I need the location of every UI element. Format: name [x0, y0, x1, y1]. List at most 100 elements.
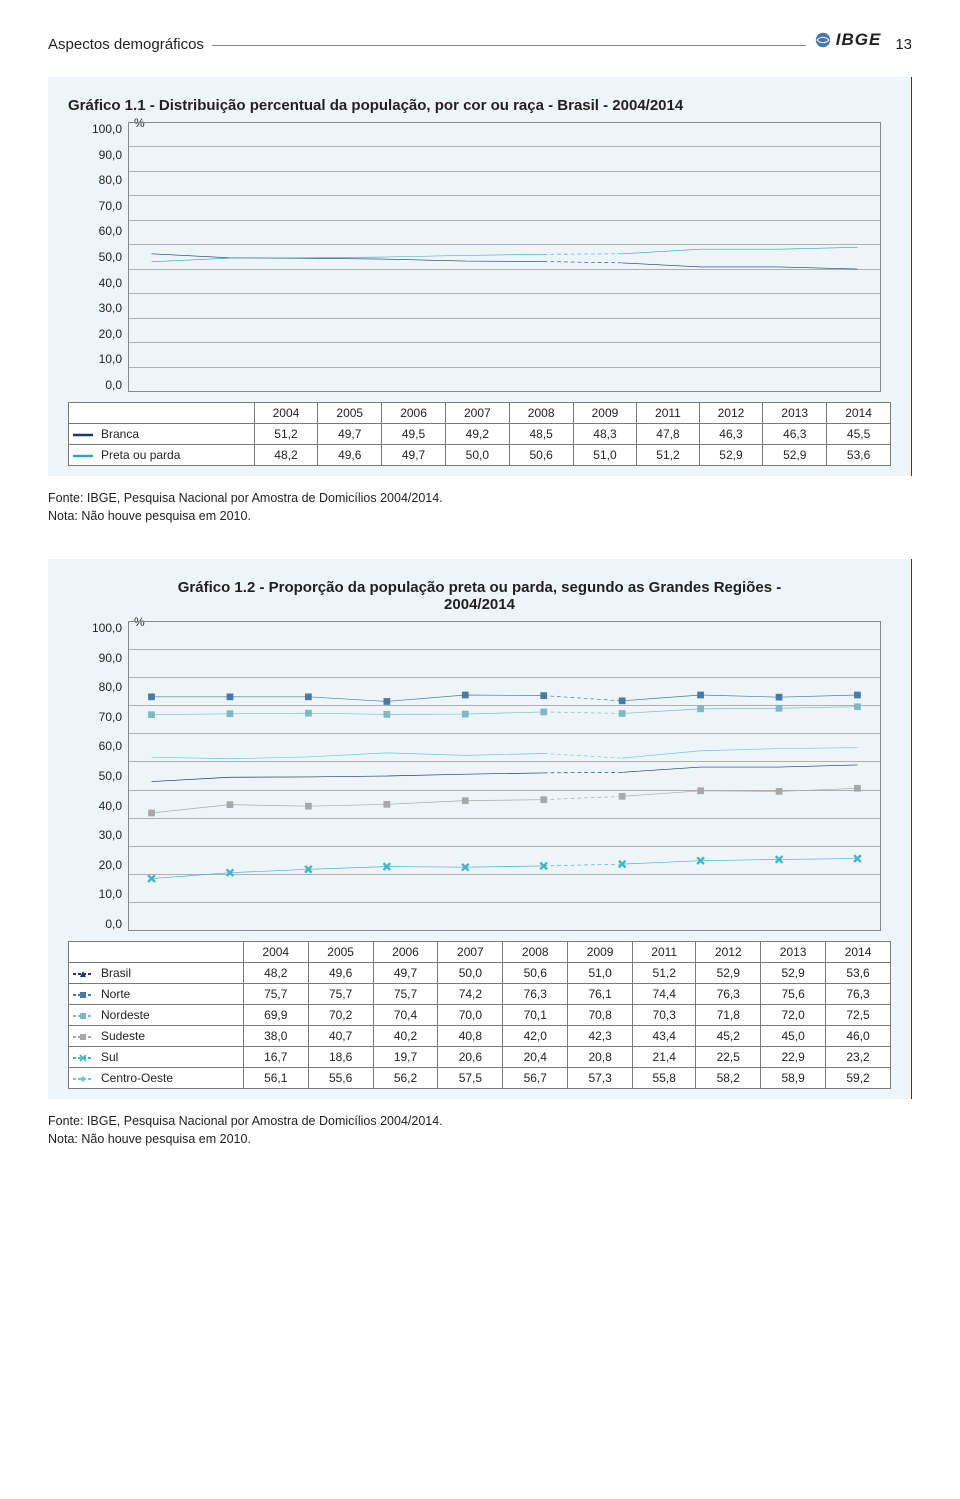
- year-header: 2011: [633, 942, 696, 963]
- y-tick-label: 60,0: [80, 739, 122, 753]
- y-tick-label: 80,0: [80, 680, 122, 694]
- table-cell: 49,6: [318, 445, 382, 466]
- year-header: 2011: [637, 403, 699, 424]
- y-tick-label: 10,0: [80, 887, 122, 901]
- chart2-table: 2004200520062007200820092011201220132014…: [68, 941, 891, 1089]
- table-cell: 75,6: [761, 984, 826, 1005]
- table-cell: 53,6: [826, 963, 891, 984]
- y-tick-label: 60,0: [80, 224, 122, 238]
- year-header: 2008: [509, 403, 573, 424]
- table-cell: 23,2: [826, 1047, 891, 1068]
- table-row: Branca51,249,749,549,248,548,347,846,346…: [69, 424, 891, 445]
- year-header: 2013: [761, 942, 826, 963]
- year-header: 2014: [826, 942, 891, 963]
- ibge-logo-text: IBGE: [836, 30, 882, 50]
- table-cell: 57,3: [568, 1068, 633, 1089]
- y-tick-label: 20,0: [80, 858, 122, 872]
- chart1-panel: Gráfico 1.1 - Distribuição percentual da…: [48, 77, 912, 476]
- table-cell: 45,2: [696, 1026, 761, 1047]
- y-tick-label: 40,0: [80, 276, 122, 290]
- table-cell: 49,6: [308, 963, 373, 984]
- year-header: 2006: [373, 942, 438, 963]
- header-rule: [212, 45, 806, 46]
- year-header: 2005: [308, 942, 373, 963]
- page-number: 13: [895, 36, 912, 53]
- table-cell: 70,0: [438, 1005, 503, 1026]
- y-tick-label: 0,0: [80, 378, 122, 392]
- year-header: 2007: [445, 403, 509, 424]
- table-row: Sul16,718,619,720,620,420,821,422,522,92…: [69, 1047, 891, 1068]
- year-header: 2007: [438, 942, 503, 963]
- y-tick-label: 50,0: [80, 769, 122, 783]
- y-tick-label: 90,0: [80, 651, 122, 665]
- section-title: Aspectos demográficos: [48, 36, 204, 53]
- table-row: Centro-Oeste56,155,656,257,556,757,355,8…: [69, 1068, 891, 1089]
- chart1-plot: [128, 122, 881, 392]
- y-tick-label: 90,0: [80, 148, 122, 162]
- table-cell: 70,8: [568, 1005, 633, 1026]
- table-cell: 56,1: [243, 1068, 308, 1089]
- year-header: 2004: [243, 942, 308, 963]
- table-cell: 42,0: [503, 1026, 568, 1047]
- table-cell: 48,5: [509, 424, 573, 445]
- table-cell: 70,3: [633, 1005, 696, 1026]
- table-cell: 16,7: [243, 1047, 308, 1068]
- y-tick-label: 30,0: [80, 828, 122, 842]
- table-cell: 22,5: [696, 1047, 761, 1068]
- chart2-title: Gráfico 1.2 - Proporção da população pre…: [68, 579, 891, 613]
- table-cell: 75,7: [373, 984, 438, 1005]
- table-cell: 45,0: [761, 1026, 826, 1047]
- year-header: 2006: [382, 403, 446, 424]
- y-tick-label: 20,0: [80, 327, 122, 341]
- series-name: Branca: [97, 424, 254, 445]
- table-cell: 43,4: [633, 1026, 696, 1047]
- table-cell: 56,2: [373, 1068, 438, 1089]
- table-cell: 19,7: [373, 1047, 438, 1068]
- table-cell: 46,3: [763, 424, 827, 445]
- table-cell: 40,8: [438, 1026, 503, 1047]
- y-tick-label: 80,0: [80, 173, 122, 187]
- table-cell: 50,6: [503, 963, 568, 984]
- source-line1: Fonte: IBGE, Pesquisa Nacional por Amost…: [48, 491, 443, 505]
- year-header: 2009: [573, 403, 637, 424]
- table-cell: 46,3: [699, 424, 763, 445]
- table-cell: 48,2: [254, 445, 318, 466]
- table-cell: 20,6: [438, 1047, 503, 1068]
- table-cell: 71,8: [696, 1005, 761, 1026]
- table-cell: 76,3: [696, 984, 761, 1005]
- series-name: Preta ou parda: [97, 445, 254, 466]
- chart2-y-labels: 100,090,080,070,060,050,040,030,020,010,…: [80, 621, 122, 931]
- table-cell: 76,1: [568, 984, 633, 1005]
- table-cell: 49,5: [382, 424, 446, 445]
- table-cell: 74,2: [438, 984, 503, 1005]
- table-row: Brasil48,249,649,750,050,651,051,252,952…: [69, 963, 891, 984]
- y-tick-label: 40,0: [80, 799, 122, 813]
- table-cell: 49,7: [382, 445, 446, 466]
- year-header: 2012: [696, 942, 761, 963]
- table-cell: 20,8: [568, 1047, 633, 1068]
- table-cell: 51,0: [573, 445, 637, 466]
- table-cell: 50,0: [445, 445, 509, 466]
- table-cell: 76,3: [826, 984, 891, 1005]
- table-cell: 52,9: [763, 445, 827, 466]
- table-cell: 51,2: [637, 445, 699, 466]
- y-tick-label: 0,0: [80, 917, 122, 931]
- chart2-panel: Gráfico 1.2 - Proporção da população pre…: [48, 559, 912, 1099]
- table-cell: 38,0: [243, 1026, 308, 1047]
- table-row: Preta ou parda48,249,649,750,050,651,051…: [69, 445, 891, 466]
- table-cell: 75,7: [243, 984, 308, 1005]
- table-cell: 76,3: [503, 984, 568, 1005]
- year-header: 2005: [318, 403, 382, 424]
- series-name: Centro-Oeste: [97, 1068, 243, 1089]
- y-tick-label: 100,0: [80, 122, 122, 136]
- y-tick-label: 10,0: [80, 352, 122, 366]
- table-cell: 56,7: [503, 1068, 568, 1089]
- table-cell: 49,7: [318, 424, 382, 445]
- table-cell: 46,0: [826, 1026, 891, 1047]
- table-cell: 51,2: [254, 424, 318, 445]
- table-cell: 49,7: [373, 963, 438, 984]
- table-cell: 45,5: [827, 424, 891, 445]
- series-name: Sul: [97, 1047, 243, 1068]
- table-cell: 58,9: [761, 1068, 826, 1089]
- table-row: Sudeste38,040,740,240,842,042,343,445,24…: [69, 1026, 891, 1047]
